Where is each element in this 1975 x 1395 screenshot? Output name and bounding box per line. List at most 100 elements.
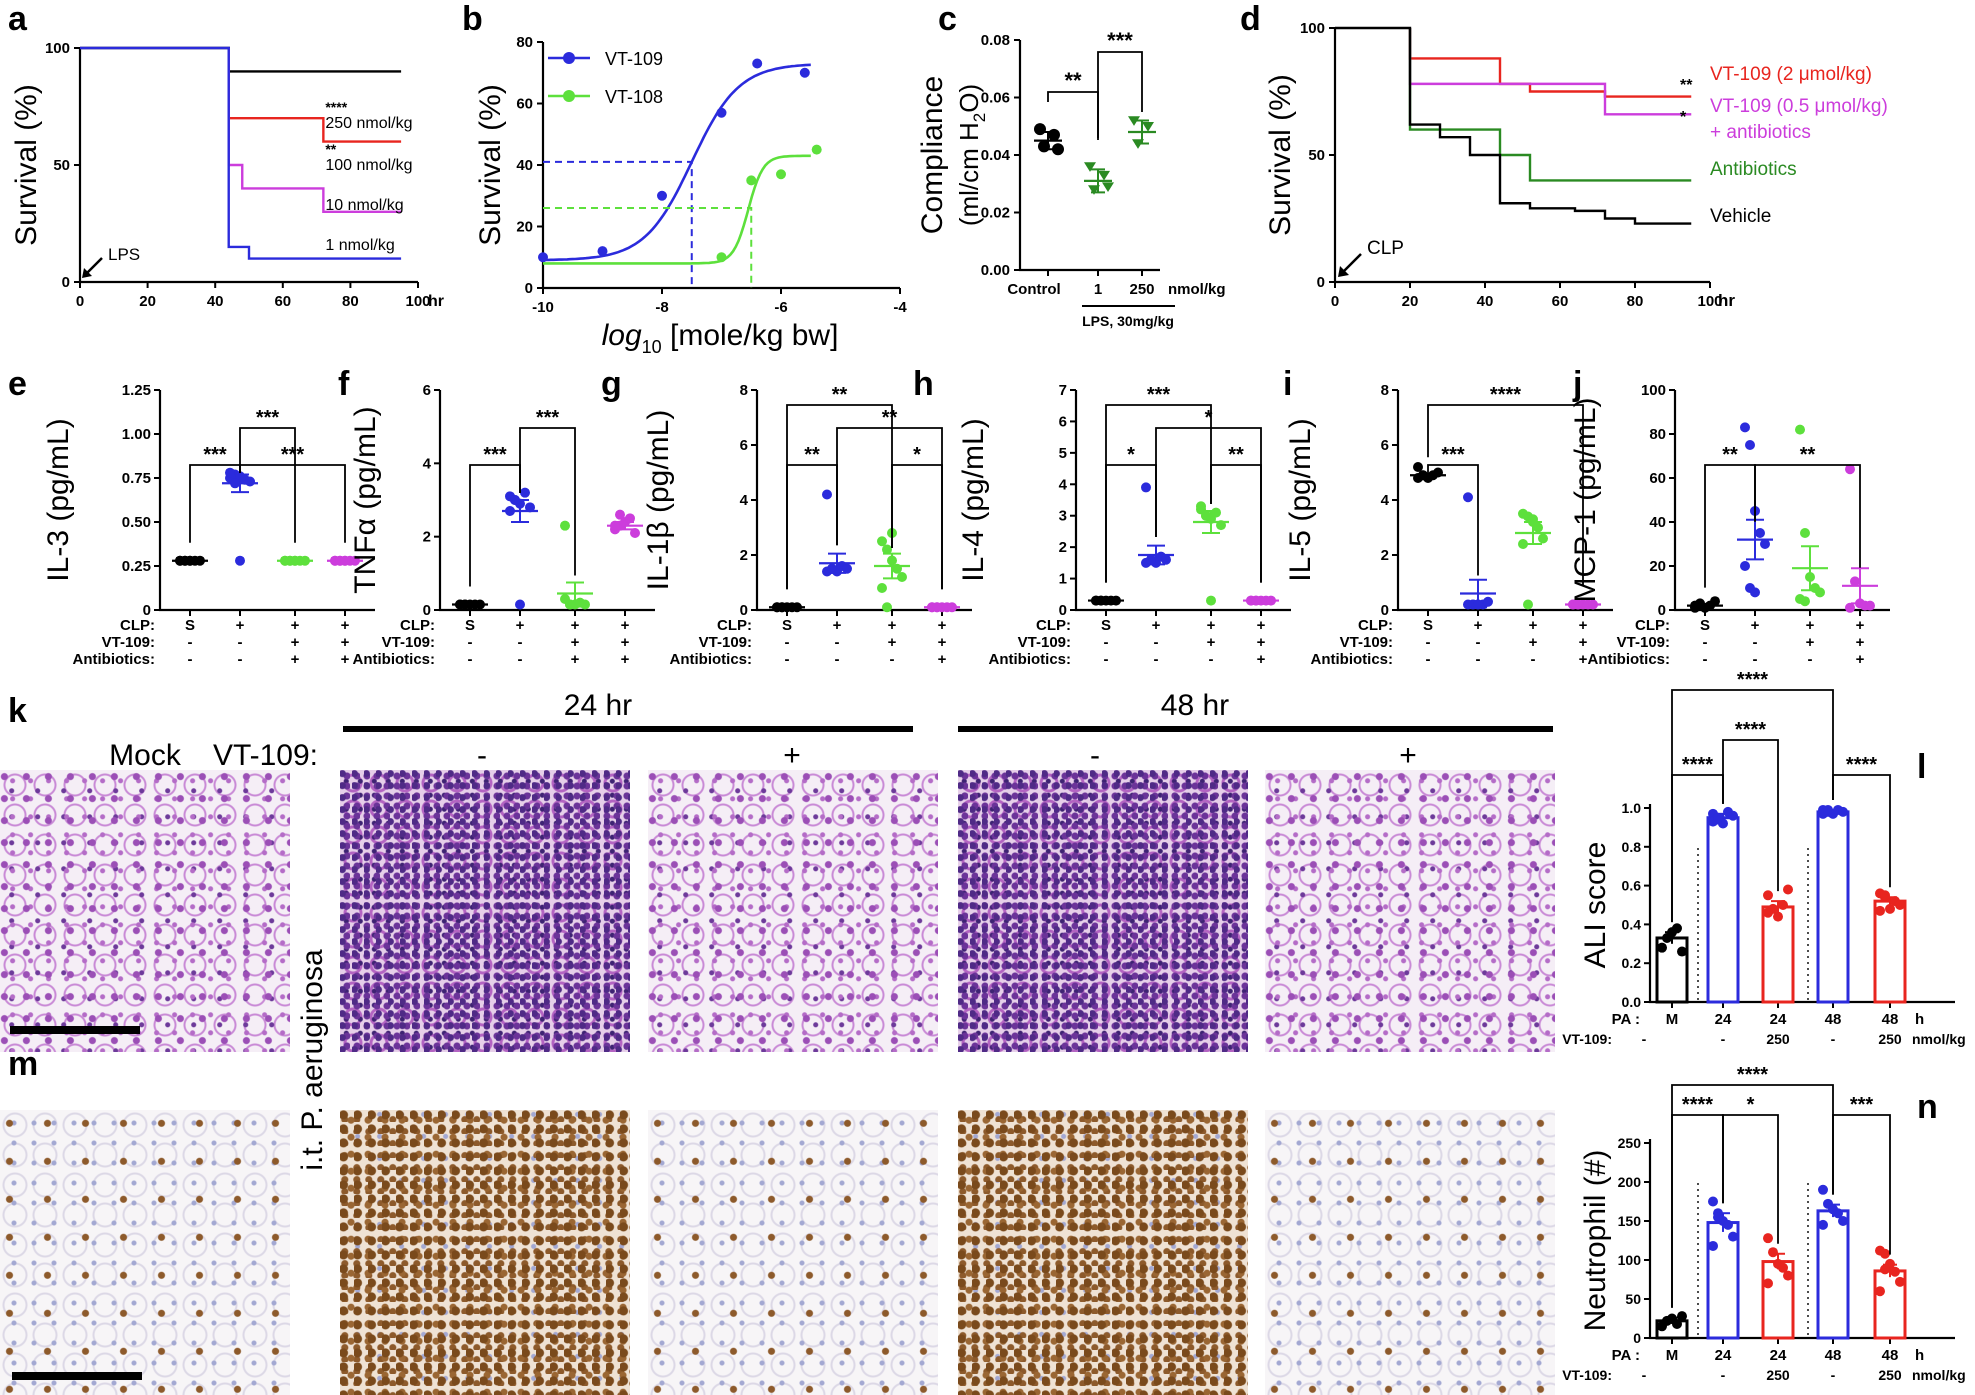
data-point-l bbox=[1778, 900, 1788, 910]
data-point-j bbox=[1805, 572, 1815, 582]
data-point-c bbox=[1084, 162, 1096, 172]
data-point-g bbox=[877, 536, 887, 547]
ylabel-i: IL-5 (pg/mL) bbox=[1284, 418, 1317, 581]
series-sig-d: * bbox=[1680, 109, 1687, 126]
data-point-c bbox=[1128, 116, 1140, 126]
ytick-label-l: 0.0 bbox=[1622, 994, 1642, 1010]
micrograph-he-24hr-vt109 bbox=[648, 770, 938, 1052]
data-point-c bbox=[1132, 139, 1144, 149]
row-label-l: VT-109: bbox=[1562, 1031, 1612, 1047]
ytick-label-e: 0.75 bbox=[122, 470, 151, 487]
row-label-f: Antibiotics: bbox=[353, 651, 436, 668]
ytick-label-b: 0 bbox=[525, 280, 533, 297]
data-point-l bbox=[1728, 810, 1738, 821]
sig-label-g: * bbox=[913, 444, 921, 466]
sig-label-i: **** bbox=[1490, 384, 1521, 406]
data-point-f bbox=[510, 495, 520, 505]
row-label-h: CLP: bbox=[1036, 617, 1071, 634]
micrograph-ihc-24hr-vt109 bbox=[648, 1110, 938, 1395]
ytick-label-a: 0 bbox=[62, 274, 70, 291]
sig-label-j: ** bbox=[1722, 444, 1738, 466]
ytick-label-h: 7 bbox=[1059, 382, 1067, 399]
vt109-label-k: VT-109: bbox=[213, 739, 318, 772]
ylabel-j: MCP-1 (pg/mL) bbox=[1569, 397, 1602, 602]
unit-label-c: nmol/kg bbox=[1168, 281, 1226, 298]
row-value-g: + bbox=[888, 617, 897, 634]
row-value-j: - bbox=[1808, 651, 1813, 668]
data-point-l bbox=[1823, 804, 1833, 815]
data-point-h bbox=[1266, 595, 1276, 606]
legend-label-b: VT-108 bbox=[605, 87, 663, 107]
ytick-label-e: 0 bbox=[143, 602, 151, 619]
ytick-label-c: 0.00 bbox=[981, 262, 1010, 279]
row-unit-n: h bbox=[1915, 1347, 1924, 1364]
data-point-n bbox=[1838, 1216, 1848, 1226]
data-point-i bbox=[1413, 462, 1423, 472]
data-point-e bbox=[225, 467, 235, 478]
panel-letter-a: a bbox=[8, 0, 28, 38]
row-value-l: 250 bbox=[1878, 1031, 1902, 1047]
data-point-j bbox=[1750, 587, 1760, 598]
row-value-g: + bbox=[938, 634, 947, 651]
data-point-n bbox=[1778, 1262, 1788, 1273]
axis-j bbox=[1673, 390, 1890, 612]
ec50-guide-b bbox=[543, 160, 693, 288]
row-value-f: + bbox=[571, 651, 580, 668]
data-point-e bbox=[245, 476, 255, 487]
sig-label-h: ** bbox=[1228, 444, 1244, 466]
ytick-label-i: 4 bbox=[1381, 492, 1390, 509]
row-value-n: - bbox=[1642, 1367, 1647, 1383]
data-point-b bbox=[716, 252, 727, 263]
ylabel-h: IL-4 (pg/mL) bbox=[957, 418, 990, 581]
ytick-label-a: 50 bbox=[53, 157, 70, 174]
arrowhead-a bbox=[82, 268, 92, 278]
series-line-d bbox=[1408, 28, 1692, 116]
minus-48-k: - bbox=[1090, 739, 1100, 772]
panel-letter-i: i bbox=[1283, 365, 1292, 403]
ytick-label-f: 2 bbox=[423, 529, 431, 546]
axis-l bbox=[1648, 804, 1955, 1004]
row-label-n: PA : bbox=[1612, 1347, 1640, 1364]
data-point-n bbox=[1818, 1219, 1828, 1230]
row-value-h: - bbox=[1104, 634, 1109, 651]
row-label-h: Antibiotics: bbox=[989, 651, 1072, 668]
data-point-i bbox=[1523, 599, 1533, 610]
row-value-i: + bbox=[1474, 617, 1483, 634]
data-point-n bbox=[1677, 1311, 1687, 1322]
ytick-label-c: 0.06 bbox=[981, 90, 1010, 107]
data-point-n bbox=[1763, 1278, 1773, 1289]
data-point-j bbox=[1755, 528, 1765, 538]
ytick-label-g: 4 bbox=[740, 492, 749, 509]
data-point-n bbox=[1880, 1248, 1890, 1259]
ylabel-g: IL-1β (pg/mL) bbox=[642, 410, 675, 591]
row-value-l: M bbox=[1666, 1011, 1679, 1028]
ytick-label-n: 100 bbox=[1618, 1252, 1642, 1268]
sig-label-l: **** bbox=[1682, 754, 1713, 776]
ytick-label-l: 0.2 bbox=[1622, 955, 1642, 971]
data-point-n bbox=[1818, 1184, 1828, 1195]
legend-marker-b bbox=[563, 90, 575, 102]
ytick-label-g: 6 bbox=[740, 437, 748, 454]
data-point-b bbox=[716, 107, 727, 118]
row-value-l: - bbox=[1721, 1031, 1726, 1047]
row-value-j: + bbox=[1856, 651, 1865, 668]
data-point-j bbox=[1815, 587, 1825, 598]
sig-label-i: *** bbox=[1441, 444, 1465, 466]
row-value-j: + bbox=[1806, 617, 1815, 634]
data-point-f bbox=[615, 509, 625, 520]
ytick-label-a: 100 bbox=[45, 40, 70, 57]
row-label-h: VT-109: bbox=[1018, 634, 1071, 651]
sig-bracket-g bbox=[786, 404, 893, 590]
row-value-i: + bbox=[1579, 651, 1588, 668]
arrowhead-d bbox=[1338, 266, 1349, 277]
row-label-g: CLP: bbox=[717, 617, 752, 634]
legend-label-b: VT-109 bbox=[605, 49, 663, 69]
data-point-i bbox=[1433, 467, 1443, 478]
ytick-label-i: 2 bbox=[1381, 547, 1389, 564]
ec50-guide-b bbox=[543, 207, 753, 288]
data-point-c bbox=[1098, 170, 1110, 181]
data-point-g bbox=[827, 563, 837, 574]
data-point-j bbox=[1800, 528, 1810, 538]
